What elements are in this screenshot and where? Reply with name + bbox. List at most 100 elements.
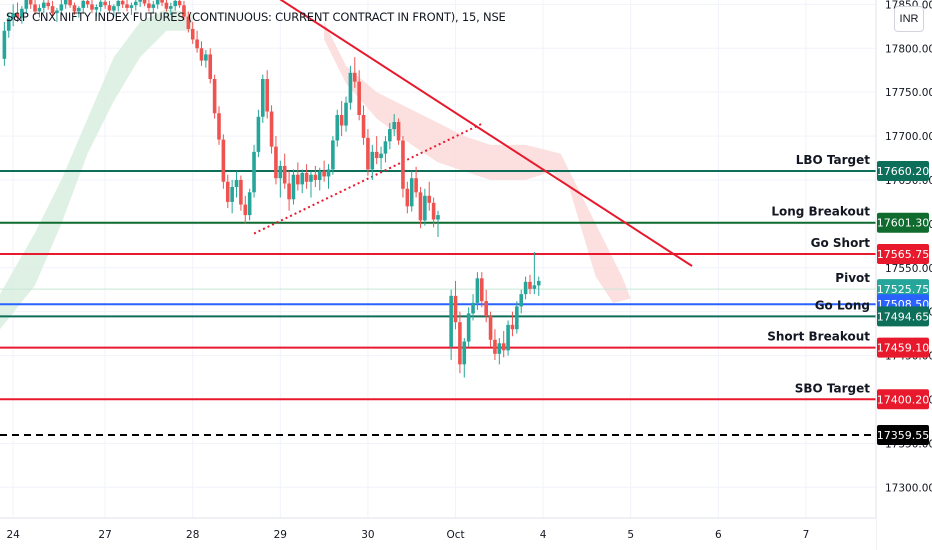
price-tick-label: 17850.00 <box>885 0 932 11</box>
time-tick-label: 24 <box>6 529 20 541</box>
clouds <box>0 8 631 330</box>
price-badge <box>877 424 929 445</box>
price-badge-text: 17525.75 <box>877 283 930 296</box>
time-tick-label: 6 <box>715 529 722 541</box>
candle-body <box>331 140 335 170</box>
candle-body <box>125 4 129 8</box>
candle-body <box>309 174 313 182</box>
trend-lines[interactable] <box>237 0 693 267</box>
candle-body <box>217 113 221 140</box>
candle-body <box>252 151 256 193</box>
currency-button[interactable]: INR <box>894 6 924 32</box>
candle-body <box>344 102 348 126</box>
price-axis[interactable]: 17300.0017350.0017400.0017450.0017500.00… <box>875 0 932 550</box>
candle-body <box>24 0 29 9</box>
candle-body <box>466 313 471 342</box>
price-badge <box>877 161 929 182</box>
candle-body <box>370 151 375 170</box>
candle-body <box>510 324 515 330</box>
candle-body <box>72 5 77 12</box>
candle-body <box>85 0 90 5</box>
candle-body <box>409 178 414 207</box>
candle-body <box>519 294 524 307</box>
candle-body <box>107 5 112 11</box>
candle-body <box>480 278 484 302</box>
candle-body <box>383 141 388 154</box>
candle-body <box>116 0 121 7</box>
price-axis-bg <box>876 0 932 550</box>
level-label: Short Breakout <box>767 330 870 344</box>
candle-body <box>261 79 265 117</box>
price-tick-label: 17750.00 <box>885 87 932 99</box>
candle-body <box>77 7 81 12</box>
candle-body <box>11 13 15 19</box>
candle-body <box>164 2 169 9</box>
candle-body <box>6 18 11 31</box>
candle-body <box>2 30 7 59</box>
candle-body <box>304 172 309 182</box>
price-badge-text: 17494.65 <box>877 310 930 323</box>
level-label: Go Short <box>811 236 871 250</box>
candle-body <box>256 116 261 152</box>
candle-body <box>418 192 423 221</box>
price-badge-text: 17660.20 <box>877 165 930 178</box>
candle-body <box>190 28 195 40</box>
candle-body <box>103 1 107 6</box>
candle-body <box>265 79 269 112</box>
candle-body <box>186 16 191 29</box>
candle-body <box>269 111 274 147</box>
candle-body <box>322 171 326 177</box>
price-badge <box>877 279 929 300</box>
candle-body <box>471 302 475 314</box>
candle-body <box>112 6 116 11</box>
time-axis[interactable]: 24 27 28 29 30 Oct 4 5 6 7 <box>0 517 876 550</box>
candle-body <box>199 48 204 61</box>
price-badge-text: 17459.10 <box>877 342 930 355</box>
candle-body <box>374 151 379 159</box>
candle-body <box>15 13 20 18</box>
candle-body <box>50 6 55 14</box>
time-tick-label: 30 <box>361 529 374 541</box>
candle-body <box>488 316 493 340</box>
candle-body <box>348 72 353 103</box>
candle-body <box>46 2 50 7</box>
candle-body <box>169 6 173 9</box>
candle-body <box>129 5 134 8</box>
chart-title: S&P CNX NIFTY INDEX FUTURES (CONTINUOUS:… <box>6 10 506 24</box>
candle-body <box>501 343 506 351</box>
candle-body <box>37 7 42 12</box>
time-tick-label: 7 <box>803 529 810 541</box>
price-badge <box>877 212 929 233</box>
price-badge <box>877 306 929 327</box>
candle-body <box>300 172 305 185</box>
candle-body <box>515 306 519 330</box>
candles <box>2 0 541 378</box>
candle-body <box>212 79 217 114</box>
candle-body <box>234 179 239 188</box>
candle-body <box>449 295 453 347</box>
trend-line[interactable] <box>253 122 483 235</box>
level-label: SBO Target <box>795 381 871 395</box>
candle-body <box>81 0 86 8</box>
candle-body <box>506 324 510 351</box>
candle-body <box>247 192 252 216</box>
candle-body <box>204 54 208 61</box>
candle-body <box>536 280 541 286</box>
candle-body <box>208 54 213 80</box>
candle-body <box>462 341 467 365</box>
candle-body <box>388 129 392 142</box>
price-tick-label: 17700.00 <box>885 131 932 143</box>
candle-body <box>151 4 156 8</box>
candle-body <box>20 8 24 18</box>
candle-body <box>282 165 287 184</box>
candle-body <box>296 174 300 185</box>
candle-body <box>120 0 125 5</box>
price-badge-text: 17359.55 <box>877 429 930 442</box>
price-badge-text: 17400.20 <box>877 393 930 406</box>
price-badge <box>877 389 929 410</box>
candle-body <box>497 343 502 354</box>
candle-body <box>177 0 182 6</box>
trend-line[interactable] <box>237 0 693 267</box>
candle-body <box>423 195 427 221</box>
